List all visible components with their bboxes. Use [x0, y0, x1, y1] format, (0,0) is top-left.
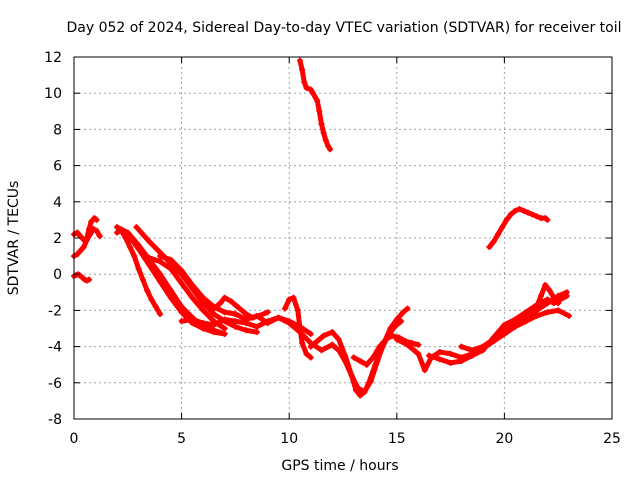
x-tick-label: 15: [388, 431, 406, 447]
series-trace: [551, 295, 561, 306]
series-trace: [409, 340, 421, 348]
series-trace: [153, 304, 163, 317]
series-trace: [557, 293, 570, 303]
y-tick-label: 6: [53, 159, 62, 175]
series-trace: [200, 300, 217, 317]
y-tick-label: -8: [48, 412, 62, 428]
series-trace: [336, 336, 348, 359]
series-trace: [555, 307, 572, 319]
x-tick-label: 25: [603, 431, 621, 447]
y-tick-label: 12: [44, 50, 62, 66]
series-trace: [189, 282, 206, 301]
series-trace: [368, 358, 380, 384]
y-tick-label: -6: [48, 376, 62, 392]
y-tick-label: -2: [48, 303, 62, 319]
series-trace: [295, 307, 303, 331]
series-arc-3: [71, 225, 103, 260]
series-trace: [303, 351, 314, 360]
series-trace: [91, 215, 100, 223]
series-trace: [157, 278, 174, 301]
series-trace: [168, 287, 185, 310]
y-tick-label: -4: [48, 340, 62, 356]
series-trace: [146, 262, 163, 284]
series-trace: [325, 143, 333, 152]
series-arc-10: [178, 314, 336, 354]
series-trace: [168, 257, 185, 274]
series-arc-12: [281, 294, 314, 361]
y-tick-label: 10: [44, 86, 62, 102]
series-trace: [94, 228, 103, 239]
series-trace: [168, 295, 185, 315]
series-arc-4: [114, 227, 164, 318]
series-trace: [392, 318, 404, 330]
x-axis-label: GPS time / hours: [281, 458, 398, 474]
x-tick-label: 5: [177, 431, 186, 447]
series-trace: [136, 246, 152, 268]
series-trace: [179, 268, 195, 288]
series-trace: [125, 231, 142, 252]
y-tick-label: 0: [53, 267, 62, 283]
grid-lines: [74, 57, 612, 419]
series-trace: [179, 280, 195, 301]
series-arc-13: [296, 57, 334, 153]
series-trace: [146, 239, 163, 255]
series-trace: [179, 304, 195, 321]
series-trace: [542, 215, 550, 223]
series-trace: [146, 257, 163, 277]
series-trace: [400, 306, 411, 315]
series-trace: [200, 307, 217, 324]
series-trace: [84, 277, 92, 284]
chart-title: Day 052 of 2024, Sidereal Day-to-day VTE…: [66, 20, 621, 36]
y-axis-ticks: -8 -6 -4 -2 0 2 4 6 8 10 12: [44, 50, 612, 428]
data-points: [71, 57, 572, 399]
x-tick-label: 10: [280, 431, 298, 447]
series-arc-6: [124, 231, 228, 337]
x-tick-label: 0: [70, 431, 79, 447]
series-trace: [168, 266, 185, 286]
y-tick-label: 2: [53, 231, 62, 247]
series-trace: [491, 326, 507, 342]
series-trace: [189, 295, 206, 313]
series-arc-15: [329, 305, 411, 395]
y-tick-label: 4: [53, 195, 62, 211]
x-axis-ticks: 0 5 10 15 20 25: [70, 57, 621, 447]
y-tick-label: 8: [53, 122, 62, 138]
series-trace: [243, 327, 260, 335]
series-trace: [211, 329, 228, 337]
series-trace: [168, 260, 185, 277]
series-trace: [256, 309, 271, 319]
x-tick-label: 20: [495, 431, 513, 447]
series-trace: [342, 358, 355, 379]
series-trace: [133, 224, 152, 245]
series-trace: [157, 271, 174, 293]
series-arc-21: [486, 206, 551, 251]
series-arc-8: [146, 254, 228, 332]
series-arc-20: [533, 282, 562, 310]
y-axis-label: SDTVAR / TECUs: [6, 181, 22, 296]
series-trace: [189, 286, 206, 306]
series-arc-11: [210, 294, 271, 321]
series-trace: [555, 289, 570, 299]
